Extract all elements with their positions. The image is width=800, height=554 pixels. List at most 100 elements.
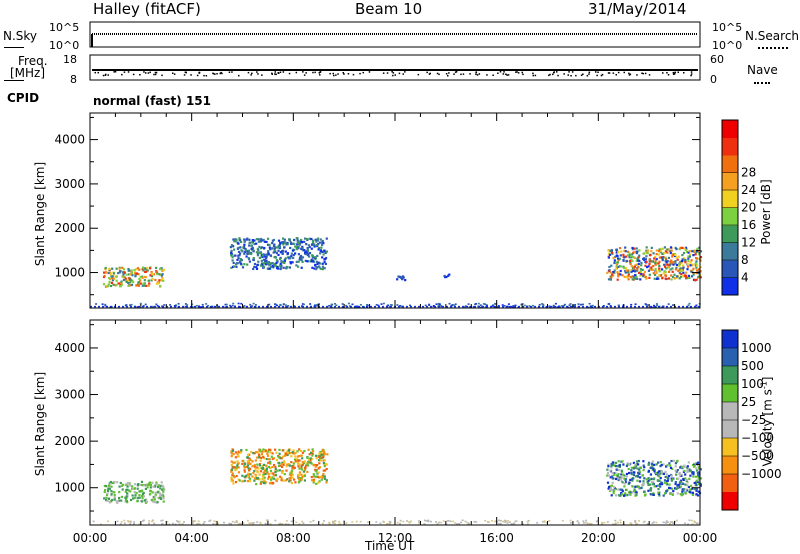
data-cell [248,260,251,263]
data-cell [282,449,285,452]
data-cell [689,469,693,472]
freq-point [145,72,147,74]
data-cell [254,473,257,477]
data-cell [671,492,674,495]
data-cell [695,264,699,267]
date-title: 31/May/2014 [588,0,687,18]
data-cell [307,448,310,451]
data-cell [275,265,279,269]
data-cell [281,470,284,473]
data-cell [141,497,144,500]
data-cell [116,500,119,503]
data-cell [243,243,246,246]
freq-point [662,72,664,74]
data-cell [675,248,678,251]
data-cell [154,493,157,496]
ground-scatter-cell [177,521,180,523]
data-cell [230,468,233,471]
data-cell [652,467,655,470]
data-cell [247,252,250,255]
data-cell [275,259,279,262]
freq-point [534,74,537,77]
ground-scatter-cell [285,520,288,522]
data-cell [230,479,233,482]
data-cell [298,471,301,474]
data-cell [305,464,308,467]
data-cell [262,463,266,466]
ground-scatter-cell [298,523,301,525]
data-cell [610,271,613,274]
data-cell [283,259,286,262]
ground-scatter-cell [156,305,159,307]
freq-point [312,71,314,74]
ground-scatter-cell [351,521,354,523]
data-cell [249,458,252,462]
data-cell [647,489,650,492]
data-cell [655,485,658,488]
ground-scatter-cell [166,520,169,523]
data-cell [243,252,246,255]
ground-scatter-cell [309,303,312,305]
data-cell [246,462,250,465]
data-cell [624,267,628,270]
freq-point [250,74,252,76]
freq-point [462,73,465,75]
ground-scatter-cell [284,304,287,306]
data-cell [676,477,679,480]
data-cell [297,245,300,248]
colorbar-segment [722,172,738,191]
data-cell [665,482,668,485]
data-cell [320,246,323,249]
data-cell [630,265,633,268]
data-cell [138,496,141,499]
data-cell [272,474,275,477]
data-cell [660,247,663,250]
freq-point [417,73,420,76]
data-cell [694,264,697,267]
data-cell [297,253,300,256]
ground-scatter-cell [160,519,163,522]
freq-point [629,73,632,76]
data-cell [617,259,620,262]
data-cell [299,256,302,259]
data-cell [679,474,682,477]
data-cell [142,495,146,498]
ground-scatter-cell [574,304,576,306]
data-cell [270,455,273,458]
data-cell [636,460,639,463]
data-cell [161,488,164,491]
data-cell [263,255,266,258]
data-cell [252,267,255,271]
ground-scatter-cell [406,520,409,522]
data-cell [318,452,321,455]
data-cell [684,258,687,262]
data-cell [634,485,637,488]
data-cell [231,256,234,259]
data-cell [107,486,110,489]
data-cell [659,485,662,488]
data-cell [630,471,633,475]
data-cell [319,267,322,270]
ground-scatter-cell [123,519,126,522]
data-cell [262,264,265,267]
data-cell [268,448,271,451]
data-cell [654,273,657,276]
data-cell [611,488,614,492]
data-cell [627,467,630,471]
data-cell [274,467,277,471]
y-tick-label: 1000 [54,481,85,495]
data-cell [251,246,254,249]
ground-scatter-cell [590,523,593,525]
data-cell [664,470,667,474]
data-cell [667,248,670,251]
ground-scatter-cell [224,306,227,308]
data-cell [692,471,695,474]
data-cell [260,259,263,262]
data-cell [683,257,686,260]
data-cell [297,461,300,465]
ground-scatter-cell [528,305,531,307]
data-cell [618,465,621,468]
data-cell [279,257,282,261]
data-cell [274,250,277,253]
